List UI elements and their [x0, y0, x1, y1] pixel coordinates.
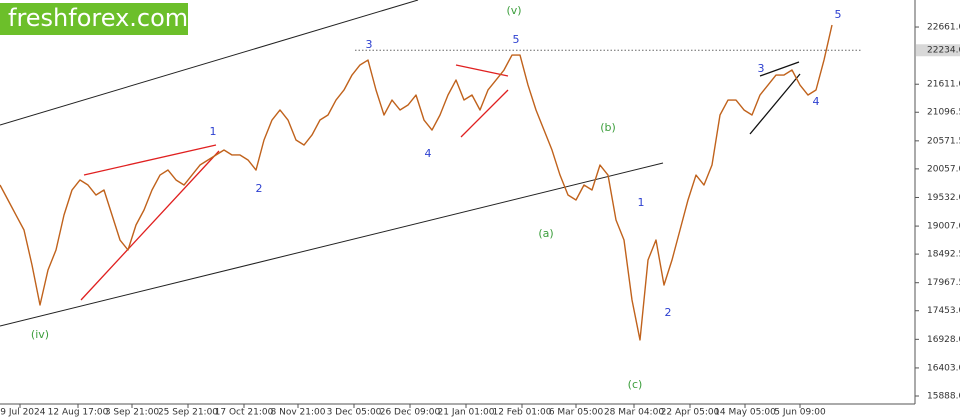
y-tick-label: 15888.0	[927, 391, 960, 401]
wave-label: (a)	[538, 227, 553, 240]
x-tick-label: 6 Mar 05:00	[549, 408, 604, 418]
wedge-line	[460, 89, 509, 138]
channel-line	[0, 162, 664, 327]
x-tick-label: 25 Sep 21:00	[158, 408, 218, 418]
y-tick-label: 19007.0	[927, 222, 960, 232]
wave-label: 3	[366, 38, 373, 51]
y-tick-label: 22661.0	[927, 23, 960, 33]
wave-label: 2	[665, 306, 672, 319]
wave-label: (iv)	[31, 328, 49, 341]
wedge-line	[759, 61, 800, 77]
price-line	[0, 24, 833, 341]
wave-label: 5	[513, 33, 520, 46]
wave-label: 4	[813, 95, 820, 108]
wave-label: (b)	[600, 121, 616, 134]
x-tick-label: 14 May 05:00	[714, 408, 776, 418]
x-tick-label: 26 Dec 09:00	[380, 408, 441, 418]
wave-label: 5	[835, 8, 842, 21]
wedge-line	[80, 150, 220, 301]
y-tick-label: 16928.0	[927, 335, 960, 345]
y-tick-label: 19532.0	[927, 193, 960, 203]
wave-label: 1	[638, 196, 645, 209]
y-tick-label: 18492.5	[927, 250, 960, 260]
channel-line	[0, 0, 419, 126]
current-price: 22234.6	[927, 46, 960, 56]
logo: freshforex.com	[8, 4, 188, 32]
y-tick-label: 17967.5	[927, 278, 960, 288]
x-tick-label: 22 Apr 05:00	[661, 408, 720, 418]
wave-label: 1	[210, 125, 217, 138]
y-tick-label: 20571.5	[927, 136, 960, 146]
plot	[0, 24, 862, 341]
wedge-line	[83, 144, 217, 176]
x-tick-label: 3 Dec 05:00	[327, 408, 382, 418]
y-tick-label: 16403.0	[927, 363, 960, 373]
x-tick-label: 5 Jun 09:00	[774, 408, 826, 418]
y-tick-label: 21096.5	[927, 108, 960, 118]
x-tick-label: 8 Nov 21:00	[271, 408, 326, 418]
x-tick-label: 17 Oct 21:00	[215, 408, 274, 418]
logo-box	[0, 3, 188, 35]
x-tick-label: 21 Jan 01:00	[438, 408, 495, 418]
wave-label: 3	[758, 62, 765, 75]
wave-label: 4	[425, 147, 432, 160]
y-tick-label: 20057.0	[927, 164, 960, 174]
y-tick-label: 17453.0	[927, 306, 960, 316]
price-tag	[916, 44, 960, 57]
wave-label: (c)	[628, 378, 643, 391]
wave-label: 2	[256, 182, 263, 195]
y-tick-label: 21611.0	[927, 80, 960, 90]
wave-label: (v)	[506, 4, 521, 17]
wedge-line	[455, 64, 509, 77]
x-tick-label: 12 Aug 17:00	[48, 408, 109, 418]
x-tick-label: 3 Sep 21:00	[105, 408, 160, 418]
x-tick-label: 12 Feb 01:00	[492, 408, 551, 418]
x-tick-label: 19 Jul 2024	[0, 408, 46, 418]
wedge-line	[749, 73, 801, 135]
x-tick-label: 28 Mar 04:00	[604, 408, 664, 418]
